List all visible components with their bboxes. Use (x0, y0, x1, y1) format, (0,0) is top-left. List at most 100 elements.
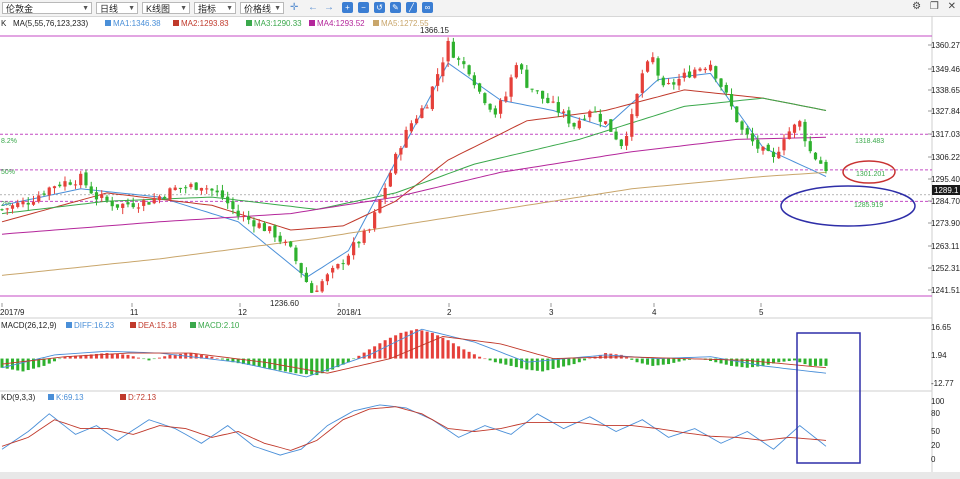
macd-bar (310, 358, 314, 375)
time-tick-label: 12 (238, 308, 247, 317)
candle-body (84, 172, 88, 186)
price-tick-label: 1317.03 (931, 130, 960, 139)
instrument-select[interactable]: 伦敦金 ▼ (2, 2, 92, 14)
macd-bar (0, 358, 4, 368)
current-price-tag (932, 185, 960, 195)
macd-bar (294, 358, 298, 374)
macd-bar (814, 358, 818, 366)
candle-body (289, 241, 293, 247)
macd-bar (625, 357, 629, 359)
chevron-down-icon: ▼ (128, 5, 135, 12)
candle-body (100, 194, 104, 198)
ma2-value: MA2:1293.83 (181, 19, 229, 28)
macd-bar (105, 353, 109, 359)
kd-tick-label: 0 (931, 455, 936, 464)
candle-body (147, 202, 151, 205)
candle-body (378, 200, 382, 213)
macd-bar (199, 354, 203, 359)
macd-bar (236, 358, 240, 364)
candle-body (247, 216, 251, 220)
link-icon[interactable]: ∞ (422, 2, 433, 13)
candle-body (173, 187, 177, 191)
candle-body (703, 68, 707, 71)
close-icon[interactable]: ✕ (947, 1, 956, 12)
candle-body (493, 108, 497, 115)
indicator-select[interactable]: 指标 ▼ (194, 2, 236, 14)
candle-body (10, 205, 15, 209)
period-select[interactable]: 日线 ▼ (96, 2, 138, 14)
candle-body (68, 182, 72, 185)
arrow-right-icon[interactable]: → (324, 2, 334, 13)
macd-bar (604, 353, 608, 359)
candle-body (761, 146, 765, 151)
candle-body (37, 195, 41, 202)
candle-body (661, 77, 665, 86)
macd-bar (766, 358, 770, 365)
candle-body (750, 133, 755, 142)
candle-body (178, 187, 183, 189)
price-tick-label: 1349.46 (931, 65, 960, 74)
macd-bar (10, 358, 14, 370)
candle-body (472, 75, 476, 86)
arrow-left-icon[interactable]: ← (308, 2, 318, 13)
macd-bar (635, 358, 639, 363)
candle-body (619, 139, 623, 147)
candle-body (346, 255, 350, 265)
macd-tick-label: -12.77 (931, 379, 954, 388)
line-tool-icon[interactable]: ╱ (406, 2, 417, 13)
macd-bar (483, 358, 487, 360)
macd-bar (252, 358, 256, 366)
candle-body (42, 193, 46, 195)
candle-body (52, 186, 57, 189)
macd-bar (26, 358, 30, 371)
time-tick-label: 4 (652, 308, 657, 317)
ma4-value: MA4:1293.52 (317, 19, 365, 28)
candle-body (798, 121, 802, 127)
price-tick-label: 1284.70 (931, 197, 960, 206)
price-line-select[interactable]: 价格线 ▼ (240, 2, 284, 14)
price-tick-label: 1306.22 (931, 153, 960, 162)
macd-bar (598, 354, 602, 359)
zoom-in-icon[interactable]: + (342, 2, 353, 13)
draw-icon[interactable]: ✎ (390, 2, 401, 13)
diff-line (1, 328, 827, 378)
kd-tick-label: 50 (931, 427, 940, 436)
time-tick-label: 5 (759, 308, 764, 317)
diff-value: DIFF:16.23 (74, 321, 115, 330)
price-line-label: 价格线 (244, 4, 272, 14)
macd-bar (157, 357, 161, 359)
settings-icon[interactable]: ⚙ (912, 1, 922, 12)
candle-body (136, 207, 141, 209)
candle-body (373, 212, 377, 229)
macd-bar (136, 357, 140, 359)
macd-bar (336, 358, 340, 368)
candle-body (58, 184, 62, 187)
macd-bar (79, 355, 83, 359)
time-tick-label: 3 (549, 308, 554, 317)
candle-body (792, 124, 797, 133)
candle-body (546, 97, 550, 103)
macd-bar (740, 358, 744, 368)
candle-body (126, 202, 130, 205)
candle-body (609, 119, 613, 132)
candlesticks (0, 37, 828, 294)
reset-icon[interactable]: ↺ (374, 2, 385, 13)
macd-bar (126, 354, 130, 359)
kd-panel: 100 80 50 20 0 (1, 397, 945, 464)
ma4-swatch (309, 20, 315, 26)
zoom-out-icon[interactable]: − (358, 2, 369, 13)
candle-body (205, 188, 209, 190)
macd-bar (509, 358, 513, 366)
candle-body (672, 82, 676, 85)
macd-bar (152, 358, 156, 360)
crosshair-icon[interactable]: ✛ (290, 2, 299, 13)
chart-type-select[interactable]: K线图 ▼ (142, 2, 190, 14)
horizontal-levels (0, 35, 932, 297)
candle-body (483, 93, 487, 104)
macd-bar (499, 358, 503, 364)
candle-body (157, 196, 162, 201)
macd-bar (488, 358, 492, 361)
price-axis: 1360.27 1349.46 1338.65 1327.84 1317.03 1306.… (928, 41, 960, 295)
candle-body (603, 121, 608, 124)
restore-icon[interactable]: ❐ (929, 1, 939, 12)
